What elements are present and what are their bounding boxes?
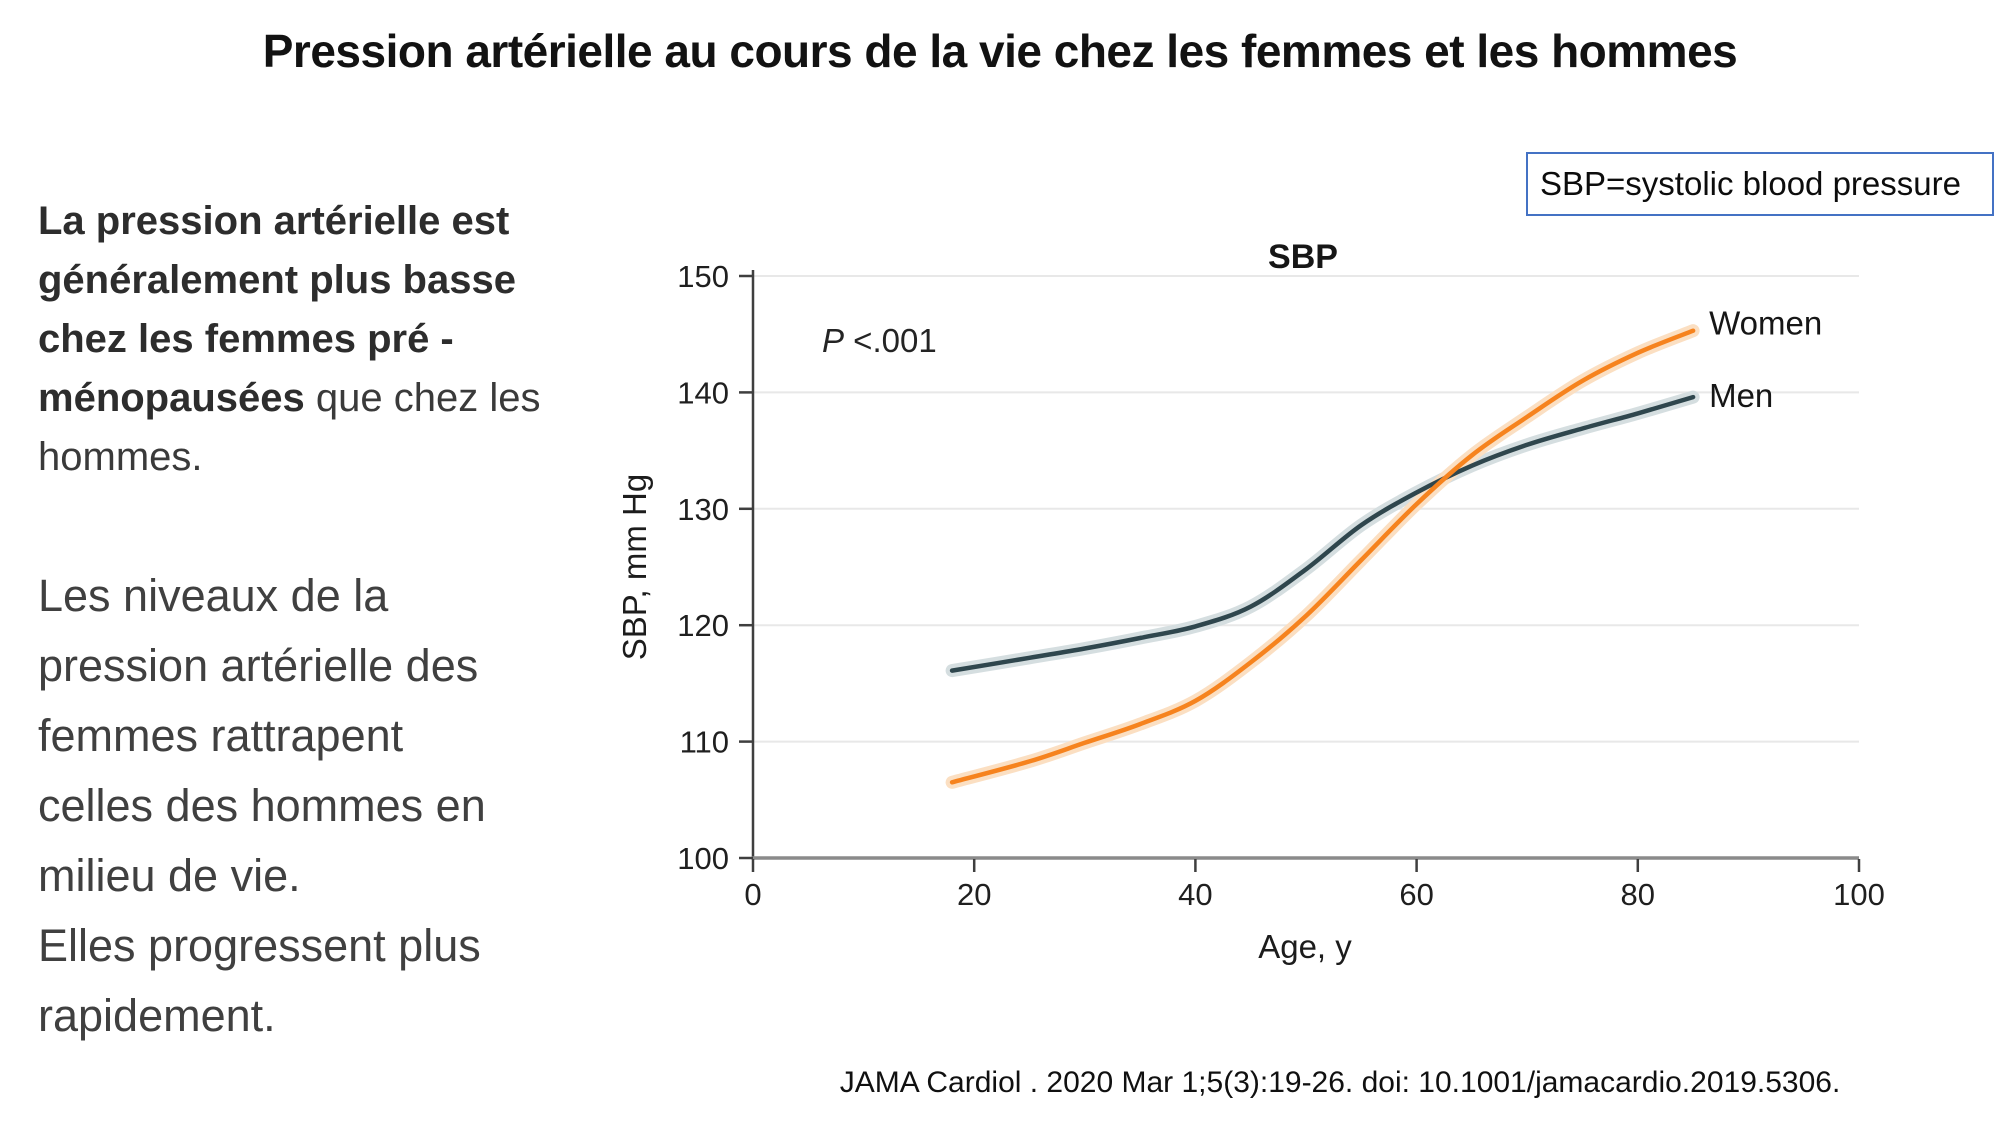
y-tick-label: 100 xyxy=(677,841,729,876)
abbreviation-box: SBP=systolic blood pressure xyxy=(1526,152,1994,216)
men-line xyxy=(949,394,1696,673)
x-axis-title: Age, y xyxy=(1258,928,1352,965)
y-tick-label: 130 xyxy=(677,492,729,527)
x-tick-label: 40 xyxy=(1178,877,1212,912)
left-text-paragraph-1: La pression artérielle est généralement … xyxy=(38,192,648,487)
left-text-paragraph-2: Les niveaux de la pression artérielle de… xyxy=(38,570,486,1041)
legend-men-label: Men xyxy=(1709,377,1773,414)
y-tick-label: 150 xyxy=(677,259,729,294)
y-tick-label: 110 xyxy=(680,725,729,760)
p-value-number: <.001 xyxy=(844,322,937,359)
y-tick-label: 140 xyxy=(677,375,729,410)
citation: JAMA Cardiol . 2020 Mar 1;5(3):19-26. do… xyxy=(839,1066,1841,1099)
x-tick-label: 80 xyxy=(1621,877,1655,912)
page-title: Pression artérielle au cours de la vie c… xyxy=(262,25,1738,77)
women-confidence-band xyxy=(945,324,1700,789)
x-tick-label: 60 xyxy=(1399,877,1433,912)
chart-plot-area: 100 110 120 130 140 150 0 20 40 60 80 100 Women Men xyxy=(677,259,1885,912)
p-value-annotation: P <.001 xyxy=(822,322,937,359)
women-line xyxy=(949,328,1696,785)
paragraph-1-regular-text: que chez les hommes. xyxy=(38,376,541,479)
chart-title: SBP xyxy=(1268,238,1338,276)
paragraph-1-bold-text: La pression artérielle est généralement … xyxy=(38,199,516,420)
legend-women-label: Women xyxy=(1709,305,1822,342)
y-tick-label: 120 xyxy=(677,608,729,643)
x-tick-label: 100 xyxy=(1833,877,1885,912)
x-tick-label: 0 xyxy=(744,877,761,912)
abbreviation-text: SBP=systolic blood pressure xyxy=(1540,165,1961,202)
p-value-symbol: P xyxy=(822,322,844,359)
x-tick-label: 20 xyxy=(957,877,991,912)
men-confidence-band xyxy=(945,390,1700,678)
